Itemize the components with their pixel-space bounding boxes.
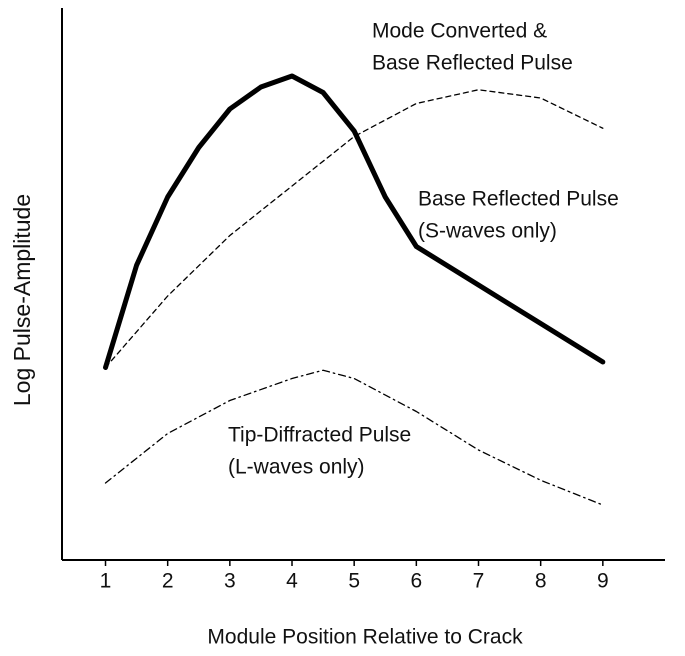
series-line (103, 73, 606, 370)
x-tick-label: 9 (597, 570, 609, 593)
x-tick-label: 3 (224, 570, 236, 593)
annotation: (S-waves only) (418, 220, 557, 243)
x-tick-label: 7 (473, 570, 485, 593)
series-line (104, 89, 604, 369)
annotation: (L-waves only) (228, 456, 365, 479)
x-tick-label: 2 (162, 570, 174, 593)
y-axis-label: Log Pulse-Amplitude (9, 194, 35, 406)
annotation: Base Reflected Pulse (418, 188, 619, 211)
x-tick-label: 6 (410, 570, 422, 593)
x-tick-label: 5 (348, 570, 360, 593)
annotation: Mode Converted & (372, 20, 547, 43)
x-tick-label: 8 (535, 570, 547, 593)
annotation: Tip-Diffracted Pulse (228, 424, 411, 447)
x-axis-label: Module Position Relative to Crack (207, 626, 523, 649)
x-tick-label: 4 (286, 570, 298, 593)
x-tick-label: 1 (100, 570, 112, 593)
annotation: Base Reflected Pulse (372, 52, 573, 75)
series-line (104, 369, 604, 506)
